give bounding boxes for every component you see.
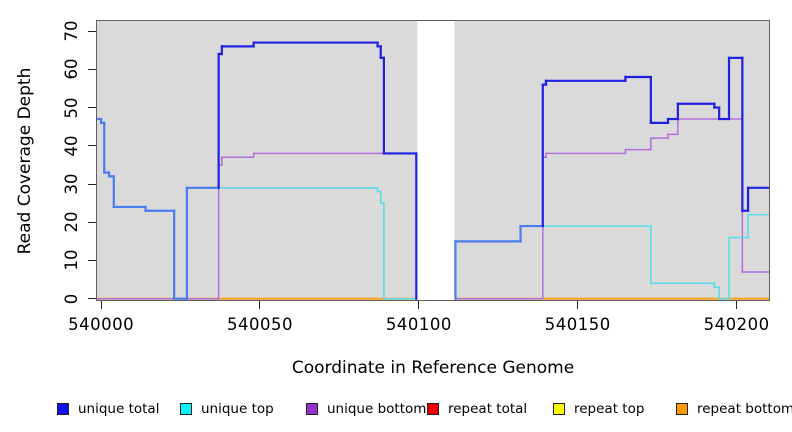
legend-swatch-icon (306, 402, 318, 415)
x-tick-mark (259, 301, 261, 309)
x-tick-mark (100, 301, 102, 309)
legend-swatch-icon (57, 402, 69, 415)
y-tick-mark (88, 298, 96, 300)
x-axis-title: Coordinate in Reference Genome (291, 358, 575, 378)
x-tick-mark (418, 301, 420, 309)
legend-item-repeat-bottom: repeat bottom (676, 400, 792, 417)
legend-label: unique top (201, 400, 274, 417)
legend-item-unique-total: unique total (57, 400, 160, 417)
legend-swatch-icon (676, 402, 688, 415)
legend-item-repeat-total: repeat total (427, 400, 528, 417)
y-axis-title: Read Coverage Depth (15, 67, 35, 255)
legend-swatch-icon (553, 402, 565, 415)
legend-item-unique-bottom: unique bottom (306, 400, 427, 417)
legend-label: repeat bottom (697, 400, 792, 417)
legend-label: unique total (78, 400, 160, 417)
y-tick-mark (88, 145, 96, 147)
x-tick-label: 540100 (385, 315, 452, 334)
legend-swatch-icon (427, 402, 439, 415)
x-tick-label: 540200 (703, 315, 770, 334)
y-tick-mark (88, 107, 96, 109)
x-tick-mark (736, 301, 738, 309)
plot-area (96, 20, 770, 301)
coverage-step-plot (96, 20, 770, 301)
y-tick-mark (88, 221, 96, 223)
legend-item-unique-top: unique top (180, 400, 274, 417)
legend-swatch-icon (180, 402, 192, 415)
legend-label: unique bottom (327, 400, 427, 417)
y-tick-mark (88, 68, 96, 70)
x-tick-label: 540000 (68, 315, 135, 334)
x-tick-mark (577, 301, 579, 309)
y-tick-mark (88, 183, 96, 185)
y-tick-label: 70 (62, 20, 81, 42)
legend-label: repeat total (448, 400, 528, 417)
x-tick-label: 540150 (544, 315, 611, 334)
legend-item-repeat-top: repeat top (553, 400, 645, 417)
x-tick-label: 540050 (226, 315, 293, 334)
legend-label: repeat top (574, 400, 645, 417)
y-tick-mark (88, 30, 96, 32)
y-tick-mark (88, 259, 96, 261)
